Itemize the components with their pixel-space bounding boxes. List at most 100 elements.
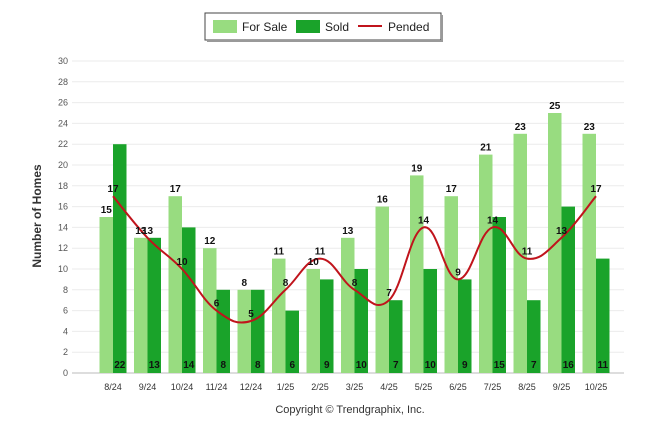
data-label-for-sale: 23	[584, 122, 596, 133]
pended-line-path	[112, 195, 597, 324]
x-tick-label: 8/24	[104, 382, 122, 392]
legend-label-pended: Pended	[388, 20, 429, 34]
data-label-sold: 7	[393, 360, 399, 371]
bars	[99, 113, 610, 373]
bar-sold	[320, 279, 334, 373]
y-tick-label: 20	[58, 160, 68, 170]
bar-for-sale	[203, 248, 217, 373]
bar-for-sale	[410, 175, 424, 373]
data-label-for-sale: 13	[342, 226, 354, 237]
y-tick-label: 16	[58, 202, 68, 212]
bar-sold	[251, 289, 265, 373]
data-label-for-sale: 25	[549, 101, 561, 112]
y-tick-label: 26	[58, 98, 68, 108]
bar-sold	[182, 227, 196, 373]
data-label-sold: 10	[356, 360, 368, 371]
legend-swatch-for-sale	[213, 20, 237, 33]
bar-sold	[423, 269, 437, 373]
data-label-for-sale: 10	[308, 257, 320, 268]
data-label-pended: 8	[352, 278, 358, 289]
y-tick-label: 8	[63, 285, 68, 295]
y-tick-label: 24	[58, 118, 68, 128]
data-label-pended: 9	[455, 267, 461, 278]
y-tick-label: 30	[58, 56, 68, 66]
legend: For Sale Sold Pended	[204, 12, 443, 42]
data-label-sold: 14	[183, 360, 195, 371]
data-label-for-sale: 13	[135, 226, 147, 237]
bar-for-sale	[134, 237, 148, 373]
bar-for-sale	[341, 237, 355, 373]
x-tick-label: 5/25	[415, 382, 433, 392]
y-tick-label: 14	[58, 222, 68, 232]
data-label-for-sale: 12	[204, 236, 216, 247]
data-label-sold: 7	[531, 360, 537, 371]
data-label-pended: 17	[107, 184, 119, 195]
data-label-pended: 10	[176, 257, 188, 268]
data-label-for-sale: 19	[411, 163, 423, 174]
x-tick-label: 3/25	[346, 382, 364, 392]
x-tick-label: 4/25	[380, 382, 398, 392]
data-label-pended: 14	[418, 215, 430, 226]
data-label-sold: 13	[149, 360, 161, 371]
bar-sold	[596, 258, 610, 373]
legend-label-sold: Sold	[325, 20, 349, 34]
bar-for-sale	[306, 269, 320, 373]
y-tick-label: 28	[58, 77, 68, 87]
data-label-sold: 6	[289, 360, 295, 371]
bar-for-sale	[479, 154, 493, 373]
data-label-pended: 14	[487, 215, 499, 226]
data-label-pended: 6	[214, 299, 220, 310]
bar-sold	[285, 310, 299, 373]
y-axis-label: Number of Homes	[30, 164, 44, 268]
data-label-for-sale: 17	[170, 184, 182, 195]
x-tick-label: 8/25	[518, 382, 536, 392]
data-label-pended: 11	[522, 247, 533, 258]
legend-swatch-sold	[296, 20, 320, 33]
bar-sold	[389, 300, 403, 373]
y-tick-label: 22	[58, 139, 68, 149]
x-tick-label: 12/24	[240, 382, 263, 392]
data-label-for-sale: 11	[273, 247, 284, 258]
data-label-sold: 9	[324, 360, 330, 371]
data-label-pended: 13	[556, 226, 568, 237]
y-tick-label: 18	[58, 181, 68, 191]
data-label-pended: 8	[283, 278, 289, 289]
y-tick-label: 10	[58, 264, 68, 274]
x-tick-label: 10/25	[585, 382, 608, 392]
bar-for-sale	[582, 133, 596, 373]
bar-for-sale	[99, 217, 113, 373]
pended-line	[112, 195, 597, 324]
y-tick-label: 4	[63, 326, 68, 336]
bar-for-sale	[444, 196, 458, 373]
bar-sold	[216, 289, 230, 373]
x-tick-label: 9/24	[139, 382, 157, 392]
x-tick-label: 9/25	[553, 382, 571, 392]
data-labels: 1522131317141288811610913101671910179211…	[101, 101, 609, 371]
x-tick-label: 2/25	[311, 382, 329, 392]
y-tick-label: 12	[58, 243, 68, 253]
bar-sold	[458, 279, 472, 373]
bar-for-sale	[513, 133, 527, 373]
data-label-sold: 8	[220, 360, 226, 371]
legend-label-for-sale: For Sale	[242, 20, 288, 34]
bar-for-sale	[237, 289, 251, 373]
data-label-sold: 16	[563, 360, 575, 371]
bar-sold	[527, 300, 541, 373]
bar-sold	[561, 206, 575, 373]
y-tick-label: 2	[63, 347, 68, 357]
data-label-sold: 8	[255, 360, 261, 371]
x-tick-label: 10/24	[171, 382, 194, 392]
data-label-sold: 15	[494, 360, 506, 371]
data-label-pended: 7	[386, 288, 392, 299]
data-label-sold: 9	[462, 360, 468, 371]
x-tick-label: 7/25	[484, 382, 502, 392]
data-label-for-sale: 17	[446, 184, 458, 195]
bar-sold	[354, 269, 368, 373]
data-label-for-sale: 16	[377, 195, 389, 206]
data-label-for-sale: 8	[241, 278, 247, 289]
bar-sold	[147, 237, 161, 373]
data-label-for-sale: 15	[101, 205, 113, 216]
